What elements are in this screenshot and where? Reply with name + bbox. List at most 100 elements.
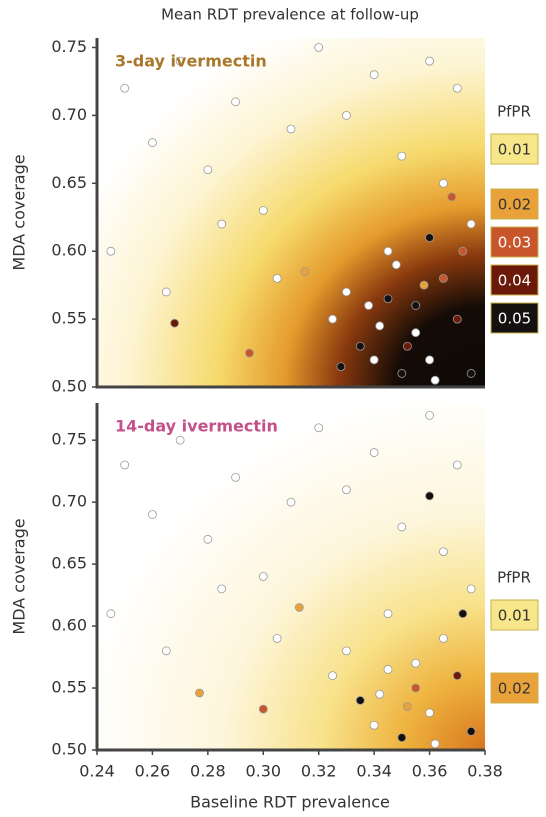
scatter-point: [391, 260, 401, 270]
y-tick-label: 0.65: [51, 173, 87, 192]
legend-swatch: [490, 672, 539, 704]
scatter-point: [452, 314, 462, 324]
x-tick-label: 0.24: [79, 762, 115, 781]
scatter-point: [425, 410, 434, 420]
scatter-point: [419, 280, 429, 290]
scatter-point: [120, 83, 130, 93]
scatter-point: [294, 603, 304, 612]
scatter-point: [375, 321, 385, 331]
scatter-point: [383, 609, 393, 619]
y-tick-label: 0.65: [51, 554, 87, 573]
legend-swatch: [490, 599, 539, 631]
legend-title: PfPR: [497, 103, 531, 121]
x-tick-label: 0.32: [301, 762, 337, 781]
x-tick-label: 0.38: [467, 762, 503, 781]
y-tick-label: 0.60: [51, 616, 87, 635]
legend-swatch: [490, 302, 539, 334]
legend-label: 0.03: [498, 234, 531, 252]
scatter-point: [175, 56, 185, 66]
scatter-point: [231, 472, 240, 482]
scatter-point: [397, 369, 407, 378]
scatter-point: [439, 547, 448, 557]
scatter-point: [411, 658, 421, 668]
scatter-point: [383, 246, 393, 256]
scatter-point: [170, 318, 180, 328]
scatter-point: [458, 246, 468, 256]
scatter-point: [328, 671, 337, 681]
scatter-point: [161, 646, 171, 656]
y-tick-label: 0.60: [51, 241, 87, 260]
legend-swatch: [490, 188, 539, 220]
x-tick-label: 0.36: [412, 762, 448, 781]
scatter-point: [369, 448, 379, 457]
scatter-point: [314, 43, 324, 52]
panel-label: 14-day ivermectin: [115, 417, 278, 436]
scatter-point: [402, 341, 412, 351]
y-tick-label: 0.50: [51, 740, 87, 759]
scatter-point: [342, 485, 351, 495]
scatter-point: [466, 727, 476, 736]
scatter-point: [258, 572, 268, 581]
x-tick-label: 0.34: [356, 762, 392, 781]
legend-swatch: [490, 133, 539, 165]
heatmap-background: [97, 38, 485, 387]
scatter-point: [364, 301, 374, 310]
scatter-point: [342, 646, 351, 656]
y-tick-label: 0.55: [51, 678, 87, 697]
scatter-point: [336, 362, 346, 372]
scatter-point: [447, 192, 457, 202]
scatter-point: [411, 301, 421, 310]
scatter-point: [369, 70, 379, 80]
scatter-point: [439, 634, 448, 643]
scatter-point: [411, 328, 421, 338]
y-axis-label: MDA coverage: [10, 154, 29, 270]
scatter-point: [397, 522, 407, 532]
scatter-point: [425, 491, 434, 501]
scatter-point: [106, 246, 116, 256]
scatter-point: [203, 534, 213, 544]
scatter-point: [342, 111, 351, 120]
scatter-point: [425, 233, 434, 243]
x-tick-label: 0.26: [135, 762, 171, 781]
panel-label: 3-day ivermectin: [115, 52, 267, 71]
scatter-point: [430, 375, 440, 385]
legend-swatch: [490, 264, 539, 296]
legend-label: 0.01: [498, 607, 531, 625]
y-axis-label: MDA coverage: [10, 518, 29, 634]
scatter-point: [314, 423, 324, 433]
y-tick-label: 0.55: [51, 309, 87, 328]
scatter-point: [383, 665, 393, 674]
y-tick-label: 0.75: [51, 37, 87, 56]
y-tick-label: 0.50: [51, 377, 87, 396]
scatter-point: [272, 273, 282, 283]
scatter-point: [452, 83, 462, 93]
legend-label: 0.02: [498, 680, 531, 698]
scatter-point: [148, 138, 157, 147]
scatter-point: [402, 702, 412, 712]
scatter-point: [106, 609, 116, 619]
scatter-point: [355, 696, 365, 705]
scatter-point: [411, 683, 421, 693]
scatter-point: [161, 287, 171, 297]
scatter-point: [175, 435, 185, 445]
scatter-point: [375, 689, 385, 699]
scatter-point: [258, 704, 268, 714]
scatter-point: [203, 165, 213, 175]
scatter-point: [342, 287, 351, 297]
legend-label: 0.04: [498, 272, 531, 290]
legend-label: 0.01: [498, 141, 531, 159]
scatter-point: [195, 688, 204, 698]
x-axis-label: Baseline RDT prevalence: [190, 793, 390, 812]
scatter-point: [328, 314, 337, 324]
scatter-point: [217, 219, 227, 229]
scatter-point: [369, 355, 379, 365]
heatmap-background: [97, 403, 485, 750]
scatter-point: [425, 708, 434, 718]
scatter-point: [272, 634, 282, 643]
scatter-point: [300, 267, 310, 276]
scatter-point: [425, 56, 434, 66]
scatter-point: [452, 460, 462, 470]
scatter-point: [466, 584, 476, 594]
scatter-point: [425, 355, 434, 365]
